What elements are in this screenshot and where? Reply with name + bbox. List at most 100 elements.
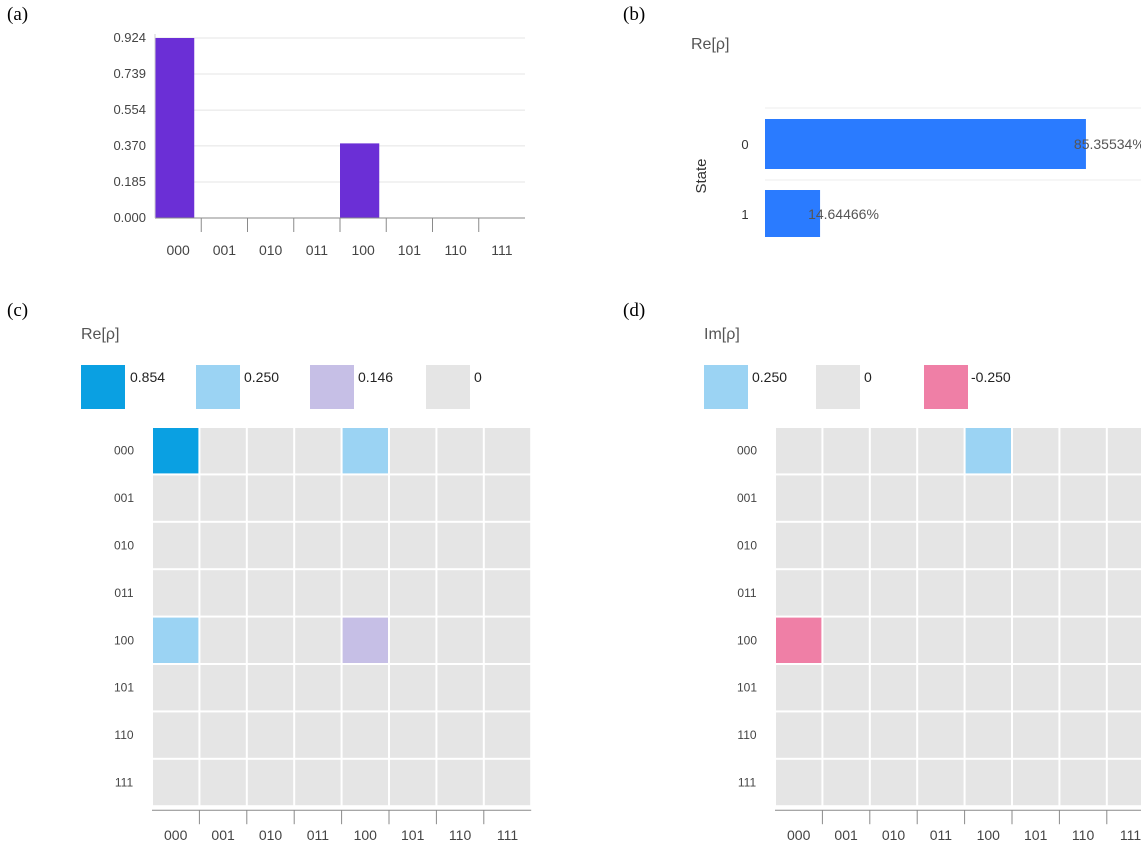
a-ytick-label: 0.370 — [113, 138, 146, 153]
d-cell — [918, 570, 964, 616]
d-cell — [965, 712, 1011, 758]
c-legend-label: 0.854 — [130, 369, 165, 385]
a-xtick-label: 110 — [444, 242, 467, 258]
d-row-label: 001 — [737, 491, 757, 505]
d-cell — [776, 428, 822, 474]
c-col-label: 110 — [449, 827, 472, 843]
d-col-label: 011 — [930, 827, 953, 843]
d-cell — [870, 522, 917, 569]
c-cell — [295, 475, 341, 521]
d-cell — [823, 570, 869, 616]
d-cell — [918, 475, 964, 521]
d-legend-label: 0.250 — [752, 369, 787, 385]
d-legend-swatch — [704, 365, 748, 409]
a-xtick-label: 010 — [259, 242, 283, 258]
c-cell — [153, 759, 199, 806]
d-cell — [1060, 759, 1106, 806]
c-cell — [437, 522, 483, 569]
a-xtick-label: 111 — [491, 242, 512, 258]
c-cell — [200, 665, 246, 711]
d-cell — [776, 522, 822, 569]
c-cell — [295, 522, 341, 569]
c-cell — [484, 428, 531, 474]
d-cell — [918, 522, 964, 569]
c-cell — [295, 712, 341, 758]
c-cell — [295, 617, 341, 663]
d-row-label: 000 — [737, 444, 757, 458]
c-row-label: 011 — [114, 586, 133, 600]
c-cell — [295, 570, 341, 616]
d-cell — [1107, 428, 1141, 474]
c-cell — [484, 522, 531, 569]
d-cell — [1013, 570, 1059, 616]
d-row-label: 011 — [737, 586, 756, 600]
d-cell — [1060, 712, 1106, 758]
c-legend-swatch — [81, 365, 125, 409]
d-cell — [870, 475, 917, 521]
d-col-label: 110 — [1072, 827, 1095, 843]
c-cell — [247, 665, 294, 711]
b-value-label: 14.64466% — [808, 206, 879, 222]
c-col-label: 101 — [401, 827, 425, 843]
c-cell — [342, 617, 388, 663]
d-cell — [776, 712, 822, 758]
c-cell — [342, 712, 388, 758]
d-cell — [776, 570, 822, 616]
d-cell — [1013, 712, 1059, 758]
c-legend-swatch — [310, 365, 354, 409]
c-cell — [247, 522, 294, 569]
d-cell — [1013, 617, 1059, 663]
d-cell — [1013, 759, 1059, 806]
c-cell — [342, 570, 388, 616]
d-cell — [1107, 665, 1141, 711]
c-cell — [390, 428, 436, 474]
c-col-label: 111 — [497, 827, 518, 843]
c-cell — [295, 428, 341, 474]
d-cell — [870, 428, 917, 474]
c-cell — [247, 617, 294, 663]
b-category-label: 1 — [741, 207, 748, 222]
c-cell — [390, 665, 436, 711]
d-cell — [918, 428, 964, 474]
c-cell — [200, 522, 246, 569]
c-cell — [295, 665, 341, 711]
c-cell — [200, 617, 246, 663]
panel-c-letter: (c) — [7, 300, 29, 321]
d-cell — [1013, 428, 1059, 474]
c-cell — [437, 475, 483, 521]
d-cell — [870, 712, 917, 758]
panel-d-letter: (d) — [623, 300, 646, 321]
c-row-label: 111 — [115, 776, 134, 790]
d-cell — [823, 759, 869, 806]
d-cell — [1107, 475, 1141, 521]
d-legend-label: 0 — [864, 369, 872, 385]
c-row-label: 000 — [114, 444, 134, 458]
c-cell — [437, 665, 483, 711]
d-cell — [1060, 522, 1106, 569]
b-category-label: 0 — [741, 137, 748, 152]
c-cell — [390, 617, 436, 663]
c-cell — [200, 570, 246, 616]
d-cell — [776, 617, 822, 663]
c-row-label: 001 — [114, 491, 134, 505]
c-legend-label: 0.146 — [358, 369, 393, 385]
c-row-label: 110 — [114, 728, 133, 742]
d-cell — [918, 759, 964, 806]
c-cell — [153, 570, 199, 616]
c-legend-swatch — [426, 365, 470, 409]
d-cell — [823, 428, 869, 474]
a-bar — [340, 143, 380, 218]
d-cell — [823, 665, 869, 711]
c-cell — [484, 712, 531, 758]
panel-b-title: Re[ρ] — [691, 36, 730, 53]
c-cell — [484, 475, 531, 521]
d-cell — [870, 570, 917, 616]
d-cell — [1013, 665, 1059, 711]
c-cell — [437, 428, 483, 474]
d-legend-label: -0.250 — [971, 369, 1011, 385]
c-cell — [247, 570, 294, 616]
d-col-label: 101 — [1024, 827, 1048, 843]
c-cell — [437, 712, 483, 758]
panel-a-letter: (a) — [7, 4, 29, 25]
